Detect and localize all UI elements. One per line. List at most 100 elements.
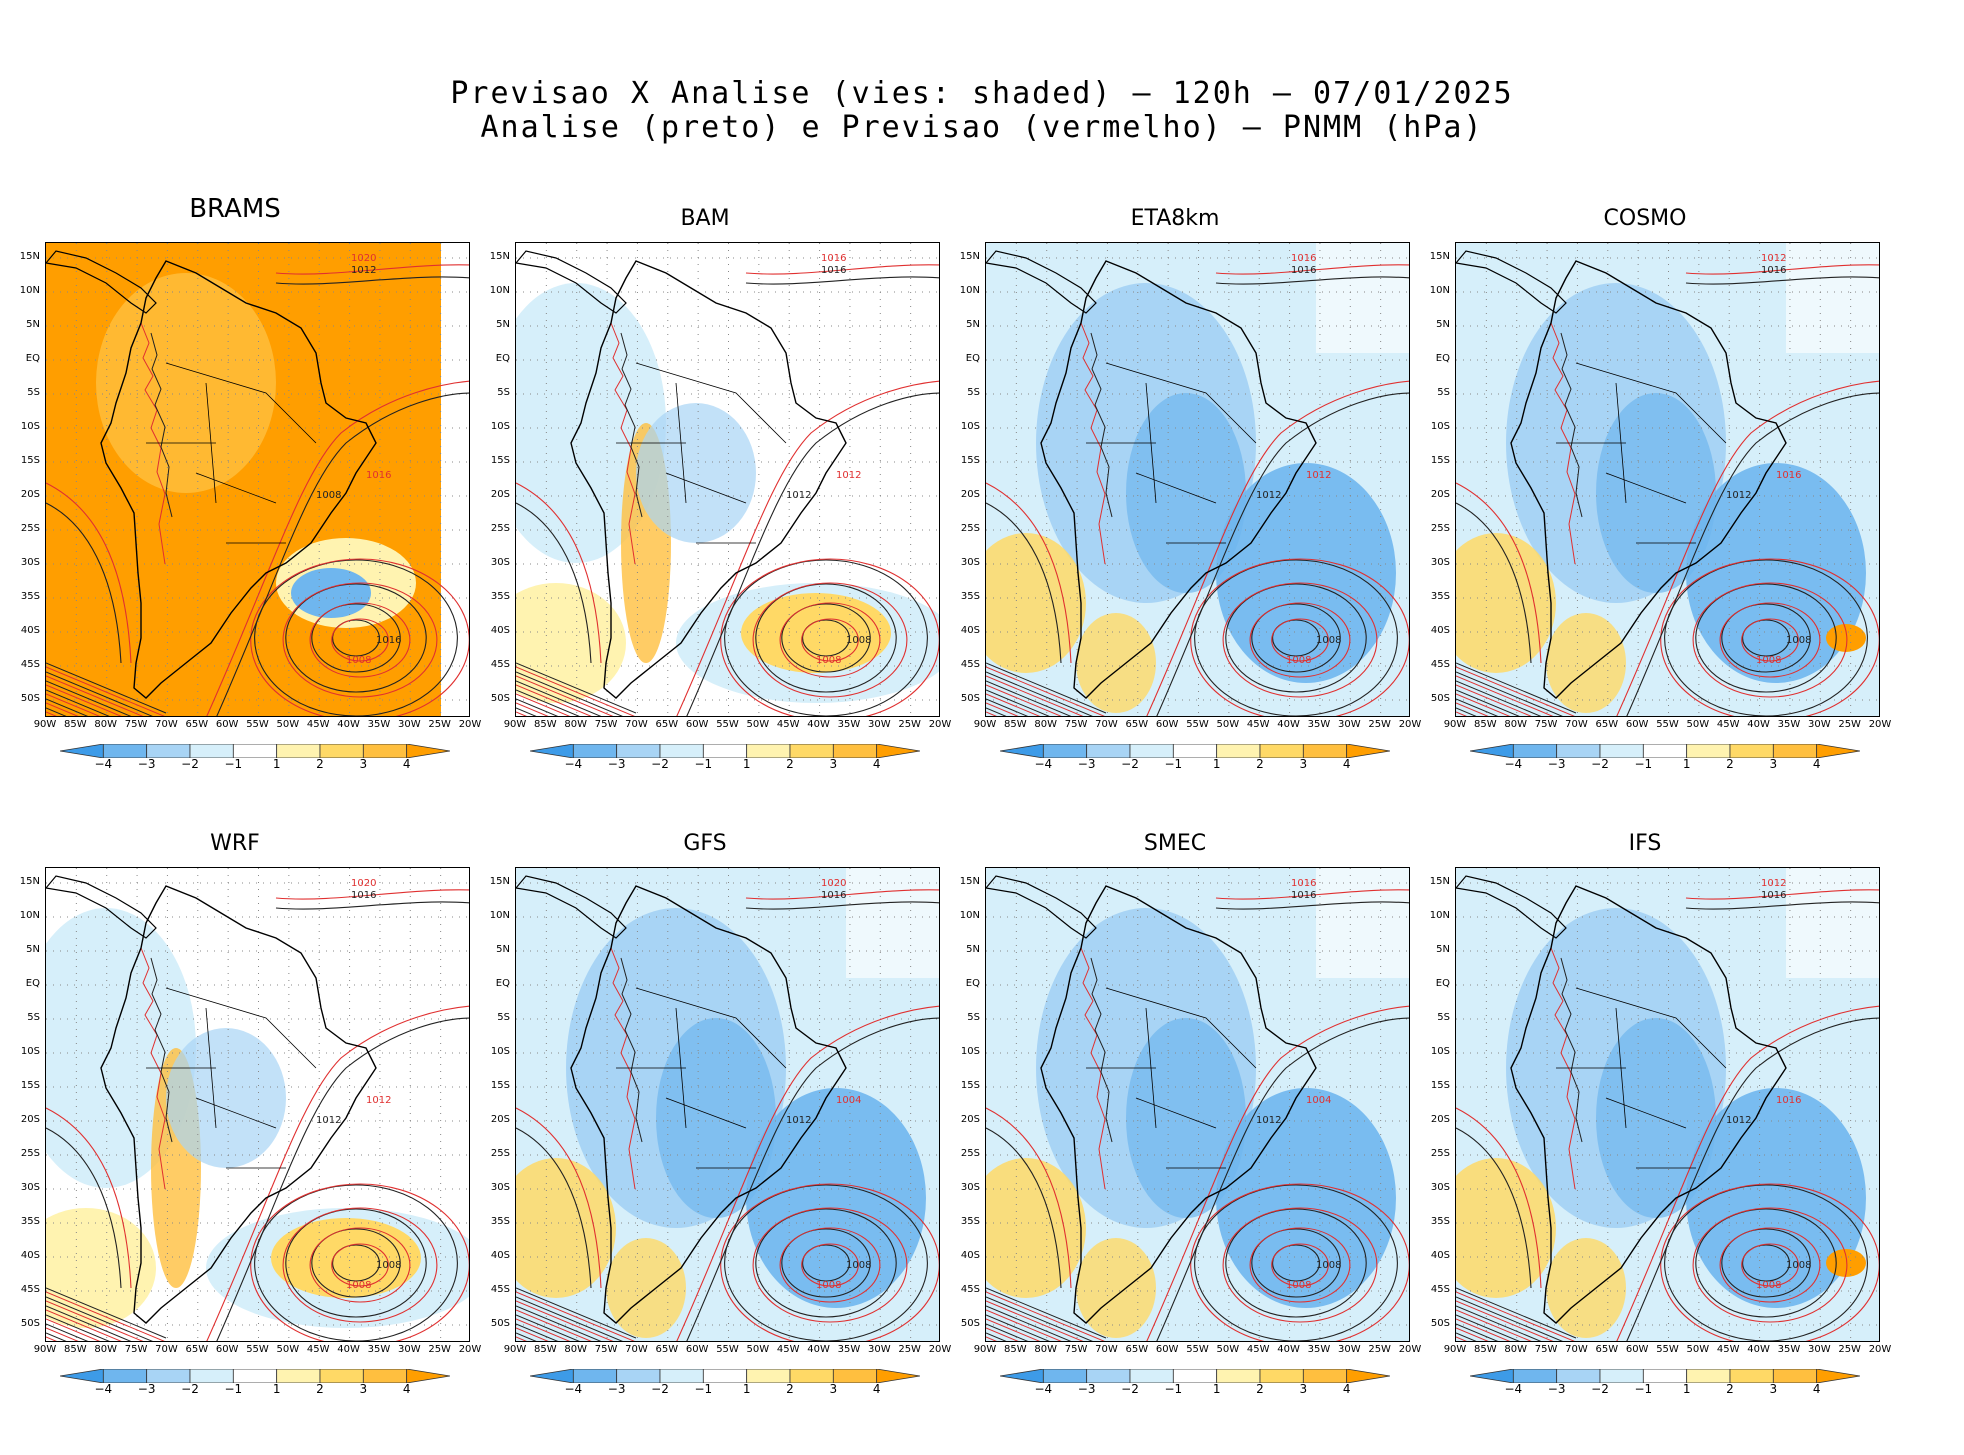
bias-field [1216, 463, 1396, 683]
forecast-isobar-label: 1004 [1306, 1095, 1331, 1106]
central-america-coastline [46, 250, 157, 314]
forecast-isobar [1685, 264, 1879, 275]
bias-field [1686, 463, 1866, 683]
bias-field [1596, 1018, 1716, 1218]
bias-field [516, 1158, 616, 1298]
colorbar-segment [1172, 1368, 1218, 1384]
analysis-isobar [254, 559, 458, 716]
colorbar-label: 4 [402, 757, 411, 771]
lat-tick-label: 25S [960, 1148, 980, 1159]
lat-tick-label: 25S [1430, 523, 1450, 534]
lat-tick-label: 15S [1430, 455, 1450, 466]
analysis-isobar [311, 1228, 401, 1298]
colorbar: −4 −3 −2 −1 1 2 3 4 [59, 1368, 451, 1396]
lon-tick-label: 85W [1474, 1344, 1497, 1355]
lat-tick-label: 30S [490, 1182, 510, 1193]
lon-tick-label: 75W [1064, 1344, 1088, 1355]
lat-tick-label: 25S [20, 523, 40, 534]
colorbar-segment [1469, 743, 1514, 759]
forecast-isobar [720, 558, 939, 716]
analysis-isobar [1695, 583, 1837, 693]
bias-field [1546, 613, 1626, 713]
bias-map: 1012 1008 1016 1020 1016 1008 [45, 242, 470, 717]
forecast-isobar-label: 1008 [1756, 655, 1781, 666]
lon-tick-label: 25W [1838, 719, 1861, 730]
analysis-isobar [1456, 680, 1542, 716]
lat-tick-label: 5N [966, 319, 980, 330]
coastlines [1456, 875, 1787, 1324]
analysis-isobar-label: 1016 [351, 890, 376, 901]
colorbar-segment [1042, 1368, 1088, 1384]
lon-tick-label: 75W [124, 1344, 148, 1355]
colorbar-label: −1 [224, 1382, 243, 1396]
analysis-isobar [275, 901, 469, 910]
coastlines [1456, 250, 1787, 699]
colorbar-segment [999, 743, 1044, 759]
bias-shading [986, 868, 1409, 1341]
forecast-isobar [1271, 618, 1329, 662]
bias-field [1546, 1238, 1626, 1338]
analysis-isobar [46, 1287, 167, 1339]
analysis-isobar [1090, 332, 1113, 518]
colorbar: −4 −3 −2 −1 1 2 3 4 [1469, 743, 1861, 771]
lon-tick-label: 45W [1716, 1344, 1740, 1355]
analysis-isobar [1156, 392, 1409, 716]
country-borders [1556, 987, 1727, 1169]
analysis-isobar [620, 957, 643, 1143]
central-america-coastline [986, 250, 1097, 314]
colorbar-segment [1556, 1368, 1601, 1384]
forecast-isobar [46, 482, 132, 664]
model-panel-smec: SMEC 1016 1012 1008 1016 1004 1008 15N 10N 5N EQ 5S… [940, 815, 1422, 1455]
lon-tick-label: 60W [1155, 719, 1179, 730]
colorbar-segment [1302, 1368, 1348, 1384]
analysis-isobar [150, 957, 173, 1143]
lat-tick-label: 5N [26, 944, 40, 955]
lat-tick-label: 15S [490, 1080, 510, 1091]
colorbar-label: 2 [1726, 1382, 1734, 1396]
lat-tick-label: 10N [489, 910, 510, 921]
colorbar-segment [1642, 743, 1688, 759]
analysis-isobar [1090, 957, 1113, 1143]
forecast-isobar [1271, 1243, 1329, 1287]
colorbar-label: 2 [316, 757, 324, 771]
lat-tick-label: 50S [490, 1318, 510, 1329]
colorbar: −4 −3 −2 −1 1 2 3 4 [1469, 1368, 1861, 1396]
lat-tick-label: 20S [1430, 489, 1450, 500]
bias-shading [516, 243, 939, 716]
colorbar-segment [1512, 743, 1558, 759]
forecast-isobar [1616, 1005, 1879, 1341]
forecast-isobar [1222, 1207, 1378, 1323]
analysis-isobar [986, 689, 1050, 716]
colorbar-segment [1686, 1368, 1731, 1384]
lat-tick-label: 35S [490, 591, 510, 602]
analysis-isobar [1272, 1244, 1320, 1282]
analysis-isobar [986, 698, 1029, 716]
forecast-isobar [1222, 582, 1378, 698]
lat-tick-label: 25S [20, 1148, 40, 1159]
analysis-isobar [46, 1296, 153, 1341]
lat-tick-label: 40S [960, 1250, 980, 1261]
lat-tick-label: 50S [1430, 693, 1450, 704]
pressure-contours: 1016 1012 1008 1020 1004 1008 [516, 878, 939, 1341]
colorbar-label: −2 [1121, 757, 1139, 771]
model-panel-bam: BAM 1016 1012 1008 1016 1012 1008 15N 10N 5N EQ 5S 1… [470, 190, 952, 830]
analysis-isobar-label: 1008 [316, 490, 341, 501]
lon-tick-label: 20W [458, 1344, 482, 1355]
lon-tick-label: 40W [1277, 1344, 1300, 1355]
analysis-isobar-label: 1012 [316, 1115, 341, 1126]
lon-tick-label: 90W [973, 1344, 997, 1355]
colorbar: −4 −3 −2 −1 1 2 3 4 [999, 1368, 1391, 1396]
colorbar-segment [1729, 743, 1774, 759]
lon-tick-label: 80W [1504, 719, 1528, 730]
lon-tick-label: 65W [1125, 1344, 1149, 1355]
central-america-coastline [1456, 875, 1567, 939]
analysis-isobar [1456, 1314, 1520, 1341]
lon-tick-label: 90W [1443, 719, 1467, 730]
forecast-isobar-label: 1016 [821, 253, 846, 264]
analysis-isobar [1560, 957, 1583, 1143]
lon-tick-label: 70W [625, 719, 648, 730]
colorbar-label: 1 [1682, 1382, 1691, 1396]
lon-tick-label: 35W [1777, 719, 1801, 730]
bias-field [656, 1018, 776, 1218]
lat-tick-label: EQ [1435, 353, 1450, 364]
